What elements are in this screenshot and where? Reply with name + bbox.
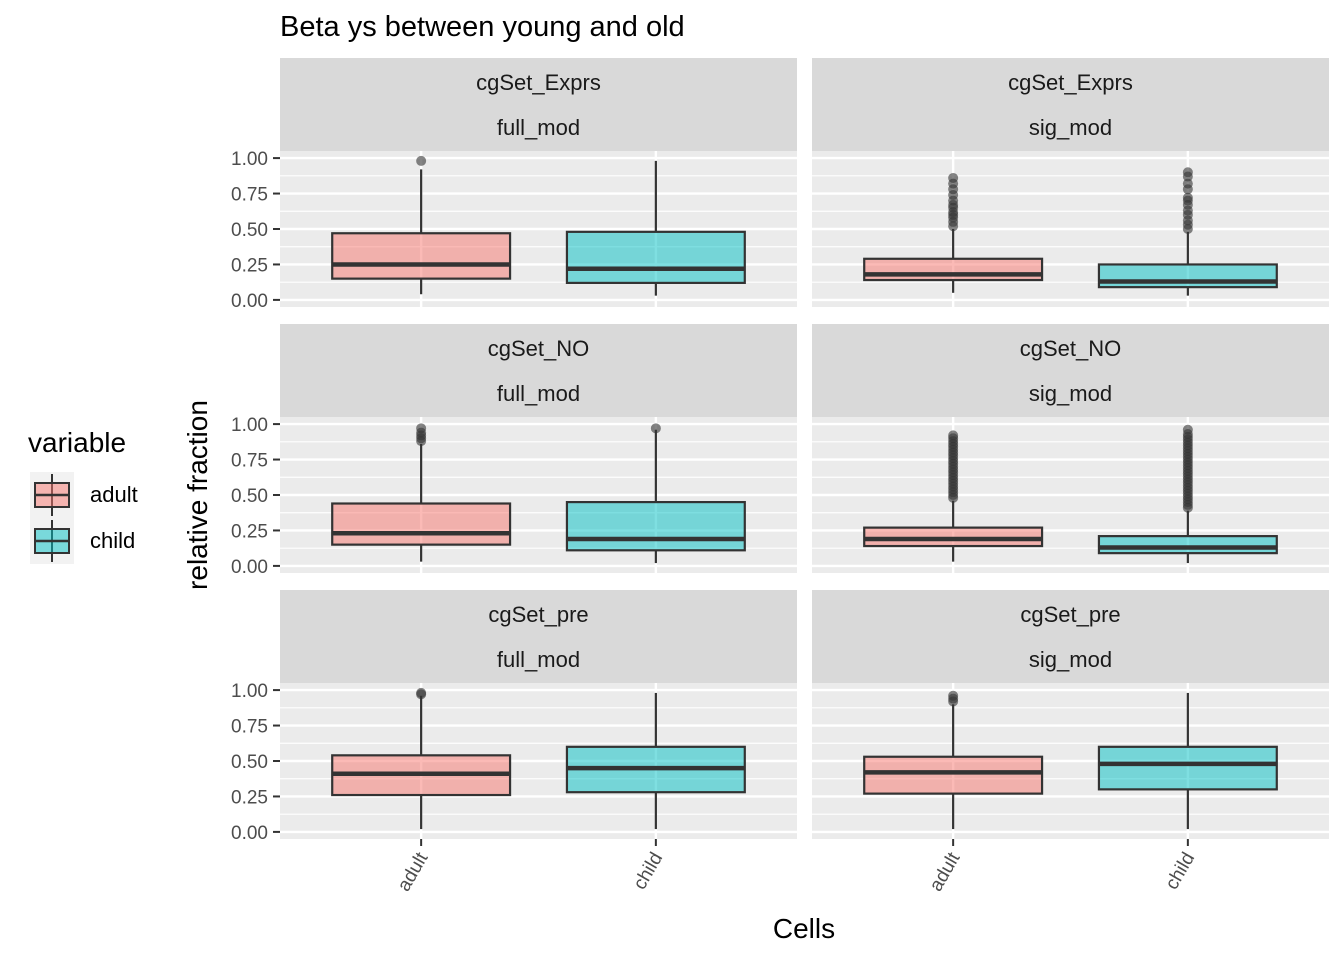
box-adult	[863, 690, 1044, 830]
facet-col-label: full_mod	[497, 381, 580, 406]
facet-strip	[280, 58, 797, 151]
box-body	[1097, 745, 1278, 791]
outlier-point	[948, 430, 959, 441]
box-body	[565, 500, 746, 552]
facet-panel: cgSet_Exprs sig_mod	[812, 58, 1329, 307]
facet-col-label: sig_mod	[1029, 115, 1112, 140]
outlier-point	[1182, 192, 1193, 203]
box-child	[565, 160, 746, 296]
outlier-point	[650, 423, 661, 434]
outlier-point	[1182, 178, 1193, 189]
y-tick-label: 1.00	[231, 149, 268, 170]
box-adult	[331, 423, 512, 562]
box-body	[863, 755, 1044, 795]
legend-label: child	[90, 528, 135, 553]
facet-col-label: sig_mod	[1029, 647, 1112, 672]
facet-strip	[812, 590, 1329, 683]
y-tick-label: 0.50	[231, 752, 268, 773]
facet-strip	[280, 324, 797, 417]
facet-row-label: cgSet_pre	[488, 602, 588, 627]
outlier-point	[948, 690, 959, 701]
box-child	[565, 692, 746, 830]
x-axis-ticks: adult child adult child	[394, 839, 1199, 895]
y-tick-label: 0.25	[231, 255, 268, 276]
y-tick-label: 0.00	[231, 291, 268, 312]
legend-key-adult: adult	[30, 472, 138, 518]
facet-row-label: cgSet_NO	[488, 336, 590, 361]
box-child	[1097, 692, 1278, 830]
box-adult	[863, 430, 1044, 562]
facet-panel: cgSet_NO sig_mod	[812, 324, 1329, 573]
box-body	[863, 257, 1044, 282]
y-tick-label: 0.25	[231, 787, 268, 808]
facet-strip	[812, 324, 1329, 417]
box-adult	[331, 687, 512, 830]
box-body	[1097, 535, 1278, 555]
facet-panels: cgSet_Exprsfull_mod0.000.250.500.751.00c…	[231, 58, 1329, 844]
x-tick-label: child	[1161, 849, 1199, 893]
facet-col-label: full_mod	[497, 647, 580, 672]
box-child	[1097, 167, 1278, 296]
legend-label: adult	[90, 482, 138, 507]
box-body	[1097, 263, 1278, 289]
outlier-point	[1182, 167, 1193, 178]
facet-panel: cgSet_Exprs full_mod 0.00 0.25 0.50 0.75 1.00	[231, 58, 797, 312]
box-adult	[863, 172, 1044, 293]
box-adult	[331, 155, 512, 295]
outlier-point	[416, 155, 427, 166]
y-tick-label: 0.75	[231, 185, 268, 206]
box-child	[1097, 424, 1278, 564]
y-tick-label: 0.00	[231, 823, 268, 844]
outlier-point	[416, 687, 427, 698]
y-tick-label: 0.50	[231, 486, 268, 507]
facet-col-label: sig_mod	[1029, 381, 1112, 406]
box-body	[331, 232, 512, 280]
outlier-point	[1182, 424, 1193, 435]
facet-panel: cgSet_pre sig_mod	[812, 590, 1329, 839]
y-tick-label: 1.00	[231, 681, 268, 702]
y-tick-label: 0.75	[231, 451, 268, 472]
legend-title: variable	[28, 427, 126, 458]
x-axis-title: Cells	[773, 913, 835, 944]
outlier-point	[948, 172, 959, 183]
facet-row-label: cgSet_NO	[1020, 336, 1122, 361]
x-tick-label: adult	[926, 848, 965, 895]
x-tick-label: adult	[394, 848, 433, 895]
box-body	[331, 502, 512, 546]
facet-row-label: cgSet_Exprs	[1008, 70, 1133, 95]
y-tick-label: 0.50	[231, 220, 268, 241]
x-tick-label: child	[629, 849, 667, 893]
box-body	[565, 230, 746, 284]
y-tick-label: 1.00	[231, 415, 268, 436]
y-tick-label: 0.75	[231, 717, 268, 738]
facet-row-label: cgSet_Exprs	[476, 70, 601, 95]
facet-panel: cgSet_NO full_mod 0.00 0.25 0.50 0.75 1.00	[231, 324, 797, 578]
facet-strip	[812, 58, 1329, 151]
box-child	[565, 423, 746, 564]
y-axis-title: relative fraction	[182, 400, 213, 590]
facet-strip	[280, 590, 797, 683]
y-tick-label: 0.00	[231, 557, 268, 578]
chart-title: Beta ys between young and old	[280, 11, 685, 43]
facet-col-label: full_mod	[497, 115, 580, 140]
legend: variable adult child	[28, 427, 138, 564]
legend-key-child: child	[30, 518, 135, 564]
facet-row-label: cgSet_pre	[1020, 602, 1120, 627]
y-tick-label: 0.25	[231, 521, 268, 542]
outlier-point	[416, 423, 427, 434]
facet-panel: cgSet_pre full_mod 0.00 0.25 0.50 0.75 1.00	[231, 590, 797, 844]
